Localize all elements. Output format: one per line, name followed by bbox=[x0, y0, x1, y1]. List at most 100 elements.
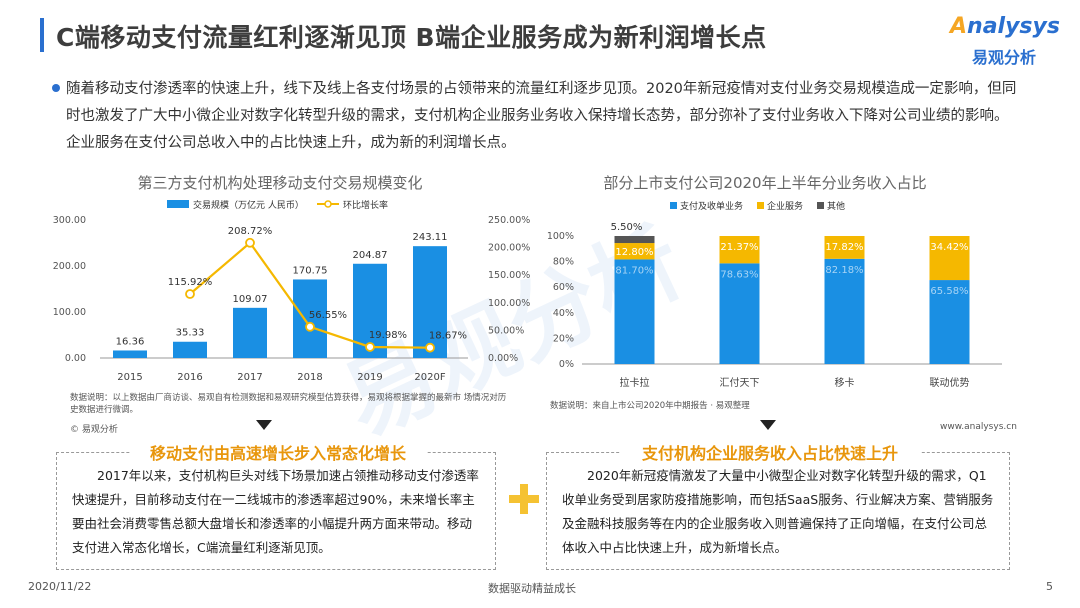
segment-value-label: 17.82% bbox=[825, 242, 863, 253]
y-tick-label: 300.00 bbox=[53, 215, 86, 226]
y2-tick-label: 250.00% bbox=[488, 215, 530, 226]
legend-label: 其他 bbox=[827, 200, 845, 212]
down-arrow-icon bbox=[760, 420, 776, 430]
y2-tick-label: 150.00% bbox=[488, 270, 530, 281]
line-point bbox=[305, 321, 315, 332]
bar-value-label: 35.33 bbox=[176, 328, 205, 339]
bar bbox=[413, 246, 447, 358]
stacked-bar-segment bbox=[614, 236, 655, 244]
analysys-logo: Analysys 易观分析 bbox=[950, 14, 1060, 74]
y2-tick-label: 100.00% bbox=[488, 298, 530, 309]
bar-value-label: 170.75 bbox=[293, 265, 328, 276]
bar bbox=[293, 279, 327, 358]
line-point bbox=[245, 237, 255, 248]
legend-swatch bbox=[817, 202, 824, 209]
title-accent-bar bbox=[40, 18, 44, 52]
y-tick-label: 80% bbox=[553, 257, 574, 268]
y-tick-label: 0% bbox=[559, 359, 574, 370]
right-chart-title: 部分上市支付公司2020年上半年分业务收入占比 bbox=[603, 174, 927, 192]
line-value-label: 56.55% bbox=[309, 310, 347, 321]
stacked-bar-segment bbox=[719, 236, 760, 264]
line-value-label: 115.92% bbox=[168, 277, 213, 288]
left-chart: 交易规模（万亿元 人民币） 环比增长率 0.00 100.00 200.00 300.00… bbox=[53, 199, 531, 383]
stacked-bar-segment bbox=[719, 263, 760, 364]
intro-paragraph: 随着移动支付渗透率的快速上升，线下及线上各支付场景的占领带来的流量红利逐步见顶。… bbox=[52, 76, 1021, 157]
x-tick-label: 2019 bbox=[357, 372, 382, 383]
segment-value-label: 82.18% bbox=[825, 265, 863, 276]
bar-value-label: 204.87 bbox=[353, 250, 388, 261]
stacked-bar-segment bbox=[824, 258, 865, 364]
footer-slogan: 数据驱动精益成长 bbox=[488, 582, 576, 595]
right-chart: 支付及收单业务 企业服务 其他 0% 20% 40% 60% 80% 100% 81.70% 12.… bbox=[547, 200, 1002, 389]
segment-value-label: 34.42% bbox=[930, 242, 968, 253]
y-tick-label: 0.00 bbox=[65, 353, 86, 364]
bar bbox=[233, 307, 267, 358]
legend-swatch-bar bbox=[167, 200, 189, 208]
y-tick-label: 100.00 bbox=[53, 307, 86, 318]
line-point bbox=[185, 289, 195, 299]
down-arrow-icon bbox=[256, 420, 272, 430]
segment-value-label: 5.50% bbox=[611, 222, 643, 233]
line-value-label: 19.98% bbox=[369, 330, 407, 341]
y-tick-label: 40% bbox=[553, 308, 574, 319]
x-tick-label: 移卡 bbox=[835, 376, 855, 389]
right-box-text: 2020年新冠疫情激发了大量中小微型企业对数字化转型升级的需求，Q1收单业务受到… bbox=[562, 468, 994, 555]
segment-value-label: 78.63% bbox=[720, 269, 758, 280]
x-tick-label: 2016 bbox=[177, 372, 202, 383]
legend-label-line: 环比增长率 bbox=[343, 199, 388, 211]
x-tick-label: 2015 bbox=[117, 372, 142, 383]
y-tick-label: 20% bbox=[553, 333, 574, 344]
left-chart-source: © 易观分析 bbox=[70, 425, 118, 435]
right-legend: 支付及收单业务 企业服务 其他 bbox=[670, 200, 845, 212]
y-tick-label: 200.00 bbox=[53, 261, 86, 272]
stacked-bar-segment bbox=[929, 236, 970, 281]
bullet-dot bbox=[52, 84, 60, 92]
legend-label-bar: 交易规模（万亿元 人民币） bbox=[193, 199, 304, 211]
left-chart-title: 第三方支付机构处理移动支付交易规模变化 bbox=[137, 174, 423, 192]
y2-tick-label: 50.00% bbox=[488, 325, 524, 336]
y-tick-label: 60% bbox=[553, 282, 574, 293]
footer-date: 2020/11/22 bbox=[28, 580, 92, 593]
stacked-bar-segment bbox=[614, 243, 655, 260]
left-box-text: 2017年以来，支付机构巨头对线下场景加速占领推动移动支付渗透率快速提升，目前移… bbox=[72, 468, 479, 555]
line-point bbox=[425, 342, 435, 353]
x-tick-label: 2020F bbox=[414, 372, 445, 383]
right-chart-note: 数据说明：来自上市公司2020年中期报告 · 易观整理 bbox=[550, 401, 750, 411]
legend-swatch bbox=[757, 202, 764, 209]
logo-chinese: 易观分析 bbox=[972, 48, 1037, 67]
legend-label: 支付及收单业务 bbox=[680, 200, 743, 212]
bar-value-label: 16.36 bbox=[116, 336, 145, 347]
line-point bbox=[365, 342, 375, 352]
y-tick-label: 100% bbox=[547, 231, 574, 242]
segment-value-label: 21.37% bbox=[720, 242, 758, 253]
y2-tick-label: 200.00% bbox=[488, 243, 530, 254]
stacked-bar-segment bbox=[929, 280, 970, 364]
website-url: www.analysys.cn bbox=[940, 422, 1017, 432]
segment-value-label: 81.70% bbox=[615, 265, 653, 276]
x-tick-label: 联动优势 bbox=[930, 376, 970, 389]
segment-value-label: 65.58% bbox=[930, 286, 968, 297]
x-tick-label: 2017 bbox=[237, 372, 262, 383]
x-tick-label: 2018 bbox=[297, 372, 322, 383]
x-tick-label: 拉卡拉 bbox=[620, 376, 650, 389]
bar bbox=[173, 341, 207, 358]
legend-label: 企业服务 bbox=[767, 200, 803, 212]
left-legend: 交易规模（万亿元 人民币） 环比增长率 bbox=[167, 199, 388, 211]
bar-value-label: 243.11 bbox=[413, 232, 448, 243]
y2-tick-label: 0.00% bbox=[488, 353, 518, 364]
right-box-title: 支付机构企业服务收入占比快速上升 bbox=[620, 440, 920, 464]
logo-text: Analysys bbox=[950, 14, 1060, 39]
bar bbox=[113, 350, 147, 358]
segment-value-label: 12.80% bbox=[615, 247, 653, 258]
left-box-title: 移动支付由高速增长步入常态化增长 bbox=[130, 440, 426, 464]
page-number: 5 bbox=[1046, 580, 1053, 593]
line-value-label: 18.67% bbox=[429, 331, 467, 342]
page-title: C端移动支付流量红利逐渐见顶 B端企业服务成为新利润增长点 bbox=[56, 23, 767, 52]
plus-icon bbox=[509, 484, 539, 514]
left-chart-note: 数据说明：以上数据由厂商访谈、易观自有检测数据和易观研究模型估算获得，易观将根据… bbox=[70, 393, 507, 415]
legend-swatch bbox=[670, 202, 677, 209]
line-value-label: 208.72% bbox=[228, 226, 273, 237]
bar-value-label: 109.07 bbox=[233, 294, 268, 305]
legend-marker-line bbox=[324, 200, 332, 208]
x-tick-label: 汇付天下 bbox=[720, 376, 760, 389]
